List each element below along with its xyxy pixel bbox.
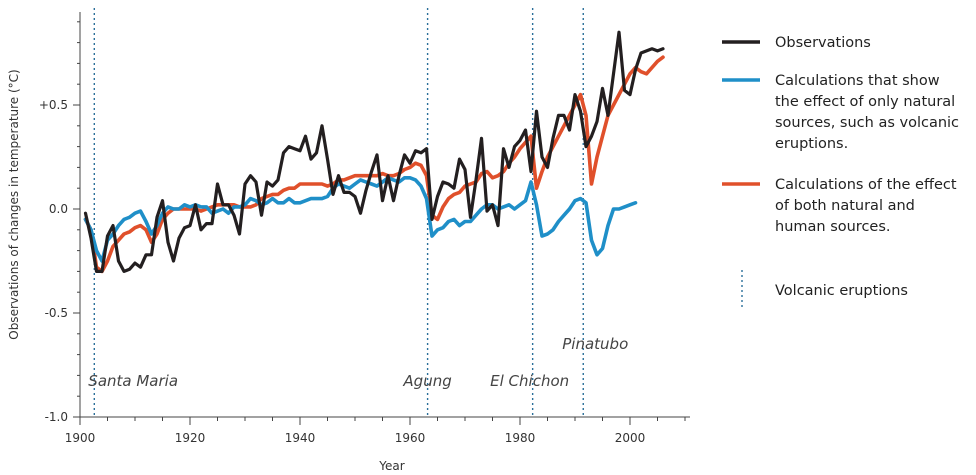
- eruption-markers: Santa Maria Agung El Chichon Pinatubo: [88, 8, 628, 417]
- legend-label: Volcanic eruptions: [775, 283, 908, 299]
- legend-label: Calculations of the effect of both natura…: [775, 177, 957, 235]
- axes: +0.5 0.0 -0.5 -1.0 1900 1920 1940 1960 1980 2000…: [7, 12, 690, 473]
- legend-label: Observations: [775, 35, 871, 51]
- x-axis-ticks: 1900 1920 1940 1960 1980 2000: [65, 417, 686, 445]
- observations-line: [83, 30, 665, 273]
- eruption-label: Pinatubo: [562, 335, 628, 353]
- x-axis-title: Year: [378, 459, 404, 473]
- y-tick-label: -0.5: [45, 306, 68, 320]
- y-tick-label: -1.0: [45, 410, 68, 424]
- x-tick-label: 1960: [395, 431, 426, 445]
- x-tick-label: 1920: [175, 431, 206, 445]
- natural-sources-line: [83, 176, 638, 263]
- series-lines: [83, 30, 665, 274]
- x-tick-label: 1980: [505, 431, 536, 445]
- y-axis-ticks: +0.5 0.0 -0.5 -1.0: [39, 21, 80, 424]
- legend: Observations Calculations that show the ef…: [722, 35, 959, 310]
- y-axis-title: Observations of changes in temperature (…: [7, 69, 21, 340]
- eruption-label: Agung: [402, 372, 451, 390]
- y-tick-label: 0.0: [49, 202, 68, 216]
- eruption-label: El Chichon: [490, 372, 569, 390]
- x-tick-label: 1940: [285, 431, 316, 445]
- y-tick-label: +0.5: [39, 98, 68, 112]
- eruption-label: Santa Maria: [88, 372, 178, 390]
- x-tick-label: 2000: [615, 431, 646, 445]
- legend-label: Calculations that show the effect of only…: [775, 73, 959, 152]
- x-tick-label: 1900: [65, 431, 96, 445]
